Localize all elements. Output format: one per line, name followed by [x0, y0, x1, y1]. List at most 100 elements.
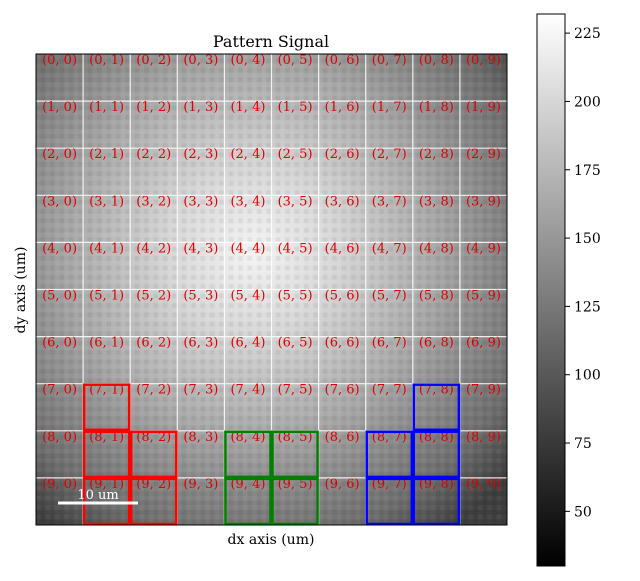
- cell-label: (7, 6): [325, 383, 360, 398]
- x-axis-label: dx axis (um): [228, 532, 315, 548]
- cell-label: (8, 4): [230, 430, 265, 445]
- cell-label: (6, 7): [372, 336, 407, 351]
- cell-label: (3, 2): [136, 194, 171, 209]
- cell-label: (7, 2): [136, 383, 171, 398]
- highlight-boxes: [82, 383, 461, 526]
- cell-label: (9, 4): [230, 477, 265, 492]
- cell-label: (7, 4): [230, 383, 265, 398]
- cell-label: (7, 5): [278, 383, 313, 398]
- cell-label: (9, 0): [42, 477, 77, 492]
- cell-label: (7, 1): [89, 383, 124, 398]
- highlight-cell: [129, 430, 178, 479]
- cell-label: (1, 7): [372, 100, 407, 115]
- highlight-cell: [271, 430, 319, 479]
- cell-label: (1, 6): [325, 100, 360, 115]
- y-axis-label: dy axis (um): [13, 247, 29, 334]
- cell-label: (4, 6): [325, 241, 360, 256]
- highlight-cell: [82, 430, 131, 479]
- highlight-cell: [412, 477, 461, 526]
- cell-label: (8, 6): [325, 430, 360, 445]
- cell-label: (3, 1): [89, 194, 124, 209]
- cell-label: (4, 0): [42, 241, 77, 256]
- cell-label: (1, 0): [42, 100, 77, 115]
- cell-label: (3, 7): [372, 194, 407, 209]
- cell-label: (9, 2): [136, 477, 171, 492]
- cell-label: (9, 5): [278, 477, 313, 492]
- cell-label: (0, 5): [278, 53, 313, 68]
- cell-label: (8, 9): [466, 430, 501, 445]
- cell-label: (2, 3): [183, 147, 218, 162]
- cell-label: (5, 6): [325, 289, 360, 304]
- cell-label: (6, 1): [89, 336, 124, 351]
- cell-label: (6, 9): [466, 336, 501, 351]
- cell-label: (2, 2): [136, 147, 171, 162]
- cell-label: (4, 9): [466, 241, 501, 256]
- cell-label: (2, 0): [42, 147, 77, 162]
- colorbar-tick-label: 175: [574, 163, 601, 179]
- cell-label: (0, 0): [42, 53, 77, 68]
- highlight-cell: [271, 477, 319, 526]
- cell-label: (2, 8): [419, 147, 454, 162]
- cell-label: (0, 6): [325, 53, 360, 68]
- cell-label: (2, 9): [466, 147, 501, 162]
- cell-label: (6, 4): [230, 336, 265, 351]
- cell-label: (0, 2): [136, 53, 171, 68]
- cell-label: (2, 5): [278, 147, 313, 162]
- cell-label: (8, 3): [183, 430, 218, 445]
- colorbar-tick-label: 200: [574, 94, 601, 110]
- colorbar-tick-label: 150: [574, 231, 601, 247]
- cell-label: (6, 5): [278, 336, 313, 351]
- highlight-cell: [412, 430, 461, 479]
- cell-label: (3, 5): [278, 194, 313, 209]
- cell-label: (2, 7): [372, 147, 407, 162]
- colorbar-tick-label: 100: [574, 368, 601, 384]
- cell-label: (9, 3): [183, 477, 218, 492]
- cell-label: (4, 1): [89, 241, 124, 256]
- cell-label: (2, 1): [89, 147, 124, 162]
- cell-label: (6, 0): [42, 336, 77, 351]
- cell-label: (5, 2): [136, 289, 171, 304]
- cell-label: (9, 1): [89, 477, 124, 492]
- plot-title: Pattern Signal: [213, 32, 329, 51]
- cell-label: (4, 3): [183, 241, 218, 256]
- cell-label: (1, 9): [466, 100, 501, 115]
- cell-label: (2, 6): [325, 147, 360, 162]
- cell-label: (7, 9): [466, 383, 501, 398]
- highlight-cell: [129, 477, 178, 526]
- cell-label: (3, 3): [183, 194, 218, 209]
- cell-label: (5, 1): [89, 289, 124, 304]
- cell-label: (5, 3): [183, 289, 218, 304]
- cell-label: (3, 9): [466, 194, 501, 209]
- image-axes: (0, 0) (0, 1) (0, 2) (0, 3) (0, 4) (0, 5) (0, …: [35, 53, 508, 526]
- axes-frame: [35, 53, 508, 526]
- cell-label: (4, 5): [278, 241, 313, 256]
- highlight-cell: [365, 477, 414, 526]
- highlight-cell: [365, 430, 414, 479]
- colorbar-ticks: 50 75 100 125 150 175 200 225: [565, 26, 601, 520]
- cell-label: (7, 7): [372, 383, 407, 398]
- cell-label: (2, 4): [230, 147, 265, 162]
- highlight-cell: [412, 383, 461, 432]
- highlight-cell: [224, 477, 272, 526]
- highlight-cell: [82, 383, 131, 432]
- cell-label: (1, 5): [278, 100, 313, 115]
- cell-label: (9, 9): [466, 477, 501, 492]
- cell-label: (9, 8): [419, 477, 454, 492]
- cell-label: (0, 7): [372, 53, 407, 68]
- cell-label: (7, 3): [183, 383, 218, 398]
- cell-label: (4, 7): [372, 241, 407, 256]
- cell-label: (0, 3): [183, 53, 218, 68]
- cell-label: (8, 7): [372, 430, 407, 445]
- cell-labels: (0, 0) (0, 1) (0, 2) (0, 3) (0, 4) (0, 5) (0, …: [42, 53, 501, 492]
- cell-label: (1, 4): [230, 100, 265, 115]
- cell-label: (1, 1): [89, 100, 124, 115]
- cell-label: (5, 5): [278, 289, 313, 304]
- cell-label: (8, 2): [136, 430, 171, 445]
- scale-bar-label: 10 um: [77, 488, 118, 503]
- colorbar: 50 75 100 125 150 175 200 225: [536, 13, 601, 567]
- cell-label: (8, 8): [419, 430, 454, 445]
- cell-label: (0, 8): [419, 53, 454, 68]
- colorbar-frame: [536, 13, 566, 567]
- cell-label: (6, 3): [183, 336, 218, 351]
